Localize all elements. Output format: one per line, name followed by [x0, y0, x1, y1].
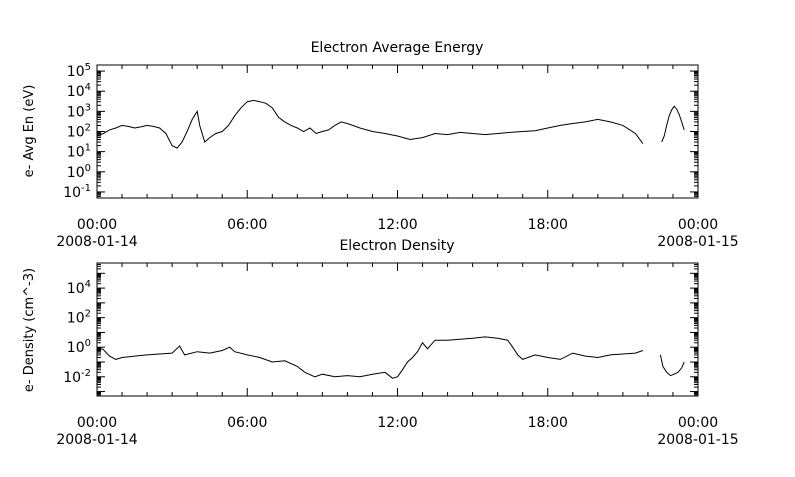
energy-y-tick-label: 104 — [67, 82, 91, 100]
energy-x-tick-label: 18:00 — [528, 217, 568, 233]
energy-series-line — [661, 105, 685, 143]
density-x-tick-label: 06:00 — [227, 415, 267, 431]
energy-y-tick-label: 102 — [67, 123, 91, 141]
energy-x-tick-label: 06:00 — [227, 217, 267, 233]
energy-panel: Electron Average Energy e- Avg En (eV) 1… — [22, 40, 739, 250]
energy-x-tick-date: 2008-01-15 — [657, 234, 738, 250]
energy-y-tick-label: 101 — [67, 143, 91, 161]
energy-x-tick-label: 00:00 — [77, 217, 117, 233]
energy-x-tick-label: 12:00 — [377, 217, 417, 233]
energy-x-tick-date: 2008-01-14 — [56, 234, 137, 250]
energy-y-tick-label: 105 — [67, 62, 91, 80]
density-x-tick-date: 2008-01-15 — [657, 432, 738, 448]
energy-y-tick-label: 10-1 — [63, 183, 91, 201]
energy-y-ticks: 105 104 103 102 101 100 10-1 — [63, 62, 698, 201]
density-x-tick-date: 2008-01-14 — [56, 432, 137, 448]
energy-series — [96, 99, 685, 149]
density-y-tick-label: 102 — [67, 309, 91, 327]
density-series-line — [96, 336, 644, 379]
density-x-tick-label: 12:00 — [377, 415, 417, 431]
energy-x-tick-label: 00:00 — [678, 217, 718, 233]
density-y-tick-label: 100 — [67, 338, 91, 356]
density-y-axis-label: e- Density (cm^-3) — [22, 268, 37, 392]
density-panel: Electron Density e- Density (cm^-3) 1041… — [22, 238, 739, 448]
density-x-tick-label: 18:00 — [528, 415, 568, 431]
energy-y-tick-label: 103 — [67, 102, 91, 120]
energy-title: Electron Average Energy — [311, 40, 484, 56]
density-title: Electron Density — [339, 238, 454, 254]
density-y-ticks: 104 102 100 10-2 — [63, 262, 698, 397]
energy-y-tick-label: 100 — [67, 163, 91, 181]
density-y-tick-label: 10-2 — [63, 368, 91, 386]
energy-y-axis-label: e- Avg En (eV) — [22, 85, 37, 178]
density-x-tick-label: 00:00 — [678, 415, 718, 431]
density-series-line — [659, 354, 685, 377]
energy-series-line — [96, 99, 644, 149]
density-x-tick-label: 00:00 — [77, 415, 117, 431]
density-series — [96, 336, 685, 379]
density-y-tick-label: 104 — [67, 279, 91, 297]
